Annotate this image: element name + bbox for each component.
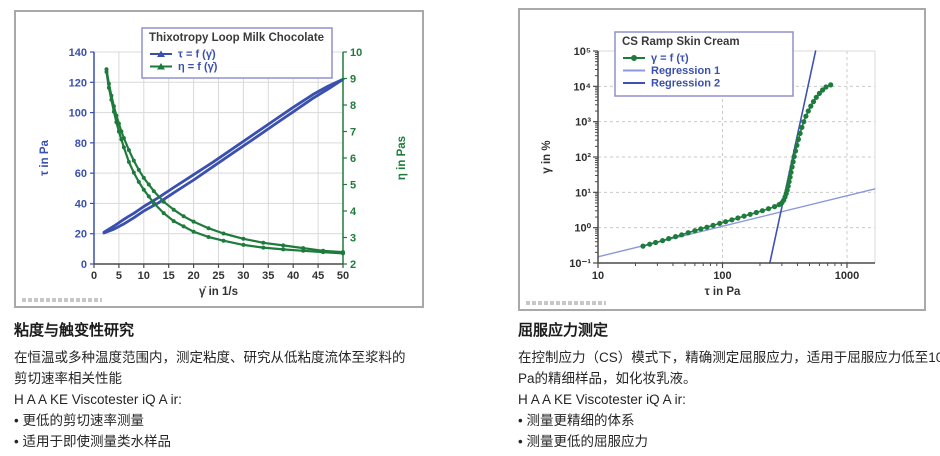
left-y-tick-label: 100 <box>69 108 87 120</box>
legend-triangle-icon <box>157 50 165 57</box>
x-tick-label: 10 <box>592 270 604 282</box>
left-y-tick-label: 60 <box>75 168 87 180</box>
right-y-tick-label: 2 <box>350 259 356 271</box>
legend-title: CS Ramp Skin Cream <box>622 36 740 48</box>
series-tau-down <box>102 77 345 235</box>
x-axis-label: γ̇ in 1/s <box>199 286 238 298</box>
series-eta-up-markers <box>104 67 345 255</box>
y-tick-label: 10¹ <box>575 187 591 199</box>
left-y-tick-label: 20 <box>75 229 87 241</box>
x-tick-label: 45 <box>312 270 324 282</box>
legend-item-label: η = f (γ̇) <box>178 61 218 73</box>
section-heading: 屈服应力测定 <box>518 322 609 339</box>
series-eta-down-markers <box>104 69 345 256</box>
legend-title: Thixotropy Loop Milk Chocolate <box>149 32 324 44</box>
left-y-tick-label: 40 <box>75 198 87 210</box>
bullet-item: • 适用于即使测量类水样品 <box>14 434 171 449</box>
y-tick-label: 10⁴ <box>573 81 591 93</box>
x-tick-label: 40 <box>287 270 299 282</box>
section-heading: 粘度与触变性研究 <box>14 322 135 339</box>
x-tick-label: 20 <box>187 270 199 282</box>
y-tick-label: 10⁵ <box>574 46 591 58</box>
x-tick-label: 35 <box>262 270 274 282</box>
right-y-tick-label: 3 <box>350 233 356 245</box>
right-y-tick-label: 9 <box>350 74 356 86</box>
legend-item-label: Regression 2 <box>651 78 720 90</box>
body-line: H A A KE Viscotester iQ A ir: <box>518 392 686 407</box>
left-y-tick-label: 120 <box>69 77 87 89</box>
right-y-tick-label: 8 <box>350 100 356 112</box>
y-tick-label: 10⁻¹ <box>569 258 591 270</box>
right-y-tick-label: 4 <box>350 206 357 218</box>
x-tick-label: 50 <box>337 270 349 282</box>
left-y-axis-label: τ in Pa <box>39 139 51 175</box>
left-y-tick-label: 0 <box>81 259 87 271</box>
right-y-tick-label: 10 <box>350 47 362 59</box>
y-tick-label: 10⁰ <box>574 223 591 235</box>
series-gamma-markers <box>640 82 834 249</box>
right-y-tick-label: 7 <box>350 127 356 139</box>
body-line: 剪切速率相关性能 <box>14 371 122 386</box>
series-tau-up <box>102 77 345 234</box>
x-axis-label: τ in Pa <box>705 286 741 298</box>
legend-circle-icon <box>631 55 637 61</box>
body-line: Pa的精细样品，如化妆乳液。 <box>518 371 697 386</box>
y-axis-label: γ in % <box>541 140 553 173</box>
bullet-item: • 更低的剪切速率测量 <box>14 413 144 428</box>
left-y-tick-label: 80 <box>75 138 87 150</box>
x-tick-label: 25 <box>212 270 224 282</box>
thixotropy-loop-chart: 0 5 10 15 20 25 30 35 40 45 5002040608010012014023… <box>39 27 408 298</box>
series-regression-1 <box>597 188 876 258</box>
body-line: H A A KE Viscotester iQ A ir: <box>14 392 182 407</box>
bullet-item: • 测量更精细的体系 <box>518 413 635 428</box>
legend: CS Ramp Skin Cream γ = f (τ)Regression 1R… <box>614 31 794 97</box>
x-tick-label: 100 <box>713 270 731 282</box>
x-tick-label: 10 <box>138 270 150 282</box>
y-tick-label: 10³ <box>575 117 591 129</box>
x-tick-label: 0 <box>91 270 97 282</box>
y-tick-label: 10² <box>575 152 591 164</box>
body-line: 在控制应力（CS）模式下，精确测定屈服应力，适用于屈服应力低至10 <box>518 350 940 365</box>
right-y-tick-label: 5 <box>350 180 356 192</box>
legend-item-label: Regression 1 <box>651 65 720 77</box>
body-line: 在恒温或多种温度范围内，测定粘度、研究从低粘度流体至浆料的 <box>14 350 406 365</box>
x-tick-label: 5 <box>116 270 122 282</box>
viscosity-section: 粘度与触变性研究 在恒温或多种温度范围内，测定粘度、研究从低粘度流体至浆料的 剪… <box>14 319 500 452</box>
bullet-item: • 测量更低的屈服应力 <box>518 434 648 449</box>
chart-panel-thixotropy: 0 5 10 15 20 25 30 35 40 45 50 0 20 40 60 80 100 120 140 2 3… <box>14 10 424 308</box>
cs-ramp-chart: 10 100 1000 10⁻¹ 10⁰ 10¹ 10² 10³ 10⁴ 10⁵ τ in Pa γ … <box>541 31 876 298</box>
left-y-tick-label: 140 <box>69 47 87 59</box>
chart-panel-cs-ramp: 10 100 1000 10⁻¹ 10⁰ 10¹ 10² 10³ 10⁴ 10⁵ τ in Pa γ … <box>518 8 926 311</box>
legend-triangle-icon <box>157 63 165 70</box>
legend: Thixotropy Loop Milk Chocolate τ = f (γ̇)… <box>141 27 333 79</box>
x-tick-label: 30 <box>237 270 249 282</box>
watermark <box>22 298 102 302</box>
yield-stress-section: 屈服应力测定 在控制应力（CS）模式下，精确测定屈服应力，适用于屈服应力低至10… <box>518 319 940 452</box>
x-tick-label: 15 <box>163 270 175 282</box>
right-y-axis-label: η in Pas <box>396 136 408 180</box>
x-tick-label: 1000 <box>835 270 859 282</box>
legend-item-label: τ = f (γ̇) <box>178 49 216 61</box>
right-y-tick-label: 6 <box>350 153 356 165</box>
watermark <box>526 301 606 305</box>
legend-item-label: γ = f (τ) <box>651 53 689 65</box>
